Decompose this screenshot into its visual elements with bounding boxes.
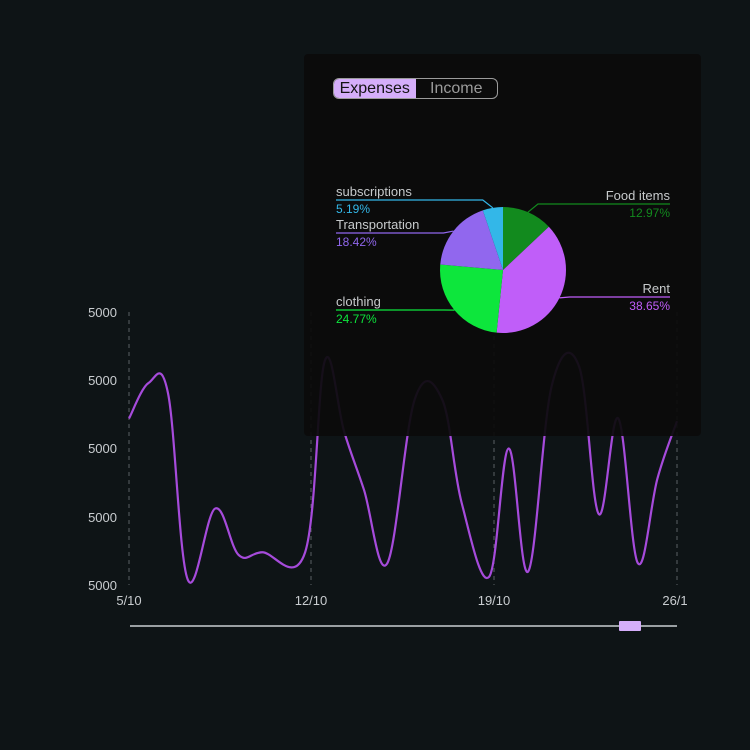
x-tick-label: 26/1 [662, 593, 687, 608]
x-tick-label: 19/10 [478, 593, 511, 608]
pie-percent: 12.97% [629, 206, 670, 220]
y-tick-label: 5000 [88, 373, 117, 388]
y-tick-label: 5000 [88, 305, 117, 320]
pie-slice-transportation[interactable] [440, 210, 503, 270]
pie-leader-line [559, 296, 670, 299]
pie-leader-line [336, 230, 454, 234]
pie-percent: 18.42% [336, 235, 377, 249]
timeline-scrubber-handle[interactable] [619, 621, 641, 631]
pie-label: Food items [606, 188, 671, 203]
pie-percent: 5.19% [336, 202, 370, 216]
pie-slice-rent[interactable] [496, 226, 566, 333]
x-tick-label: 12/10 [295, 593, 328, 608]
y-tick-label: 5000 [88, 578, 117, 593]
expenses-tab[interactable]: Expenses [334, 79, 416, 98]
pie-label: Transportation [336, 217, 419, 232]
income-tab[interactable]: Income [430, 79, 483, 97]
pie-label: subscriptions [336, 184, 412, 199]
y-tick-label: 5000 [88, 441, 117, 456]
pie-percent: 24.77% [336, 312, 377, 326]
pie-label: Rent [643, 281, 671, 296]
x-tick-label: 5/10 [116, 593, 141, 608]
pie-chart: Food items 12.97% Rent 38.65% clothing 24.77%… [336, 184, 671, 333]
pie-slice-clothing[interactable] [440, 264, 503, 333]
timeline-scrubber-track[interactable] [130, 625, 677, 627]
grid-lines [128, 312, 678, 585]
pie-leader-line [336, 199, 494, 209]
pie-label: clothing [336, 294, 381, 309]
y-tick-label: 5000 [88, 510, 117, 525]
pie-percent: 38.65% [629, 299, 670, 313]
pie-leader-line [527, 203, 670, 213]
x-axis-ticks: 5/10 12/10 19/10 26/1 [116, 593, 687, 608]
expense-income-toggle: Expenses Income [333, 78, 498, 99]
pie-slice-food-items[interactable] [503, 207, 549, 270]
y-axis-ticks: 5000 5000 5000 5000 5000 [88, 305, 117, 593]
pie-slice-subscriptions[interactable] [482, 207, 503, 270]
category-breakdown-panel: Expenses Income Food items 12.97% Rent 38.6… [304, 54, 701, 436]
